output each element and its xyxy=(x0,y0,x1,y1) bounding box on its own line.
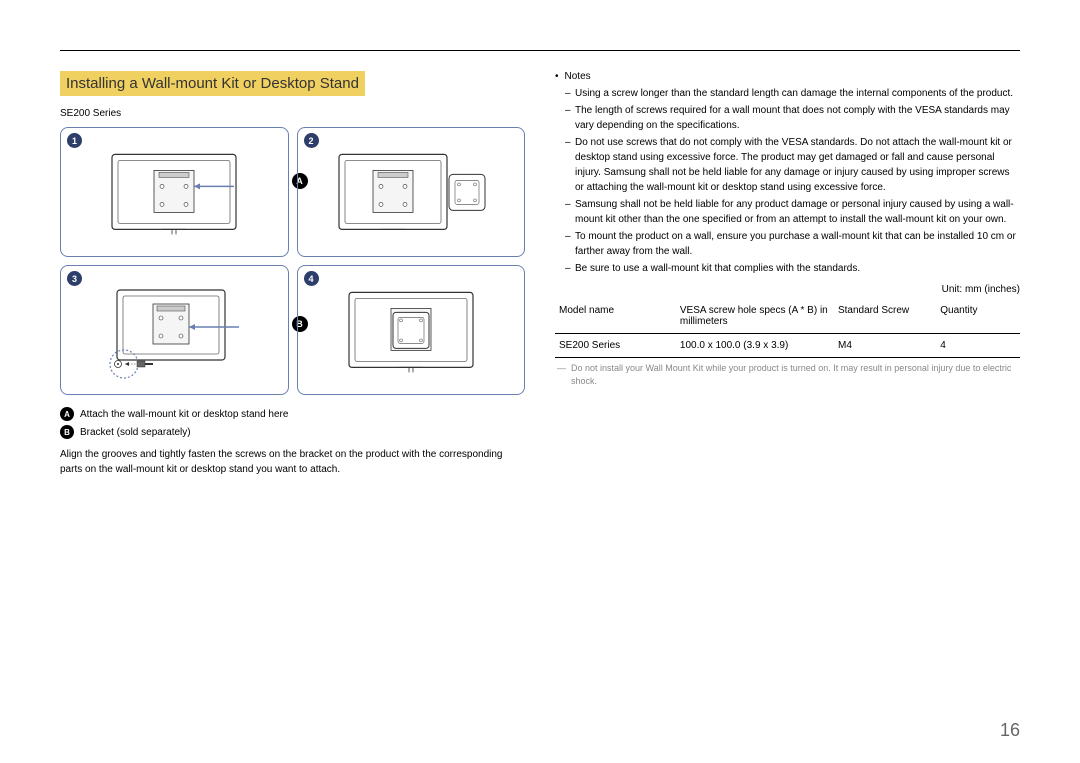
monitor-bracket-illustration xyxy=(331,146,491,241)
step-1: 1 A xyxy=(60,127,289,257)
legend-a-text: Attach the wall-mount kit or desktop sta… xyxy=(80,409,288,420)
section-title: Installing a Wall-mount Kit or Desktop S… xyxy=(60,71,365,96)
th-screw: Standard Screw xyxy=(834,299,936,334)
step-number-1: 1 xyxy=(67,133,82,148)
notes-header: Notes xyxy=(555,71,1020,82)
th-qty: Quantity xyxy=(936,299,1020,334)
step-grid: 1 A 2 xyxy=(60,127,525,395)
legend-a: A Attach the wall-mount kit or desktop s… xyxy=(60,407,525,421)
right-column: Notes Using a screw longer than the stan… xyxy=(555,71,1020,477)
legend-b: B Bracket (sold separately) xyxy=(60,425,525,439)
step-number-4: 4 xyxy=(304,271,319,286)
th-model: Model name xyxy=(555,299,676,334)
legend-b-text: Bracket (sold separately) xyxy=(80,427,191,438)
monitor-screw-illustration xyxy=(99,282,249,382)
table-row: SE200 Series 100.0 x 100.0 (3.9 x 3.9) M… xyxy=(555,334,1020,358)
monitor-back-illustration xyxy=(104,146,244,241)
td-qty: 4 xyxy=(936,334,1020,358)
unit-label: Unit: mm (inches) xyxy=(555,284,1020,295)
note-item: Samsung shall not be held liable for any… xyxy=(555,197,1020,227)
td-vesa: 100.0 x 100.0 (3.9 x 3.9) xyxy=(676,334,834,358)
monitor-mounted-illustration xyxy=(341,284,481,379)
step-number-3: 3 xyxy=(67,271,82,286)
note-item: The length of screws required for a wall… xyxy=(555,103,1020,133)
note-item: Using a screw longer than the standard l… xyxy=(555,86,1020,101)
step-number-2: 2 xyxy=(304,133,319,148)
legend-badge-b: B xyxy=(60,425,74,439)
series-label: SE200 Series xyxy=(60,108,525,119)
step-3: 3 xyxy=(60,265,289,395)
instruction-text: Align the grooves and tightly fasten the… xyxy=(60,447,525,477)
table-header-row: Model name VESA screw hole specs (A * B)… xyxy=(555,299,1020,334)
page-number: 16 xyxy=(1000,720,1020,741)
top-rule xyxy=(60,50,1020,51)
note-item: To mount the product on a wall, ensure y… xyxy=(555,229,1020,259)
step-2: 2 xyxy=(297,127,526,257)
note-item: Be sure to use a wall-mount kit that com… xyxy=(555,261,1020,276)
td-screw: M4 xyxy=(834,334,936,358)
two-column-layout: Installing a Wall-mount Kit or Desktop S… xyxy=(60,71,1020,477)
legend-badge-a: A xyxy=(60,407,74,421)
th-vesa: VESA screw hole specs (A * B) in millime… xyxy=(676,299,834,334)
spec-table: Model name VESA screw hole specs (A * B)… xyxy=(555,299,1020,358)
step-4: 4 xyxy=(297,265,526,395)
note-item: Do not use screws that do not comply wit… xyxy=(555,135,1020,195)
left-column: Installing a Wall-mount Kit or Desktop S… xyxy=(60,71,525,477)
footnote: Do not install your Wall Mount Kit while… xyxy=(555,362,1020,387)
notes-list: Using a screw longer than the standard l… xyxy=(555,86,1020,276)
td-model: SE200 Series xyxy=(555,334,676,358)
